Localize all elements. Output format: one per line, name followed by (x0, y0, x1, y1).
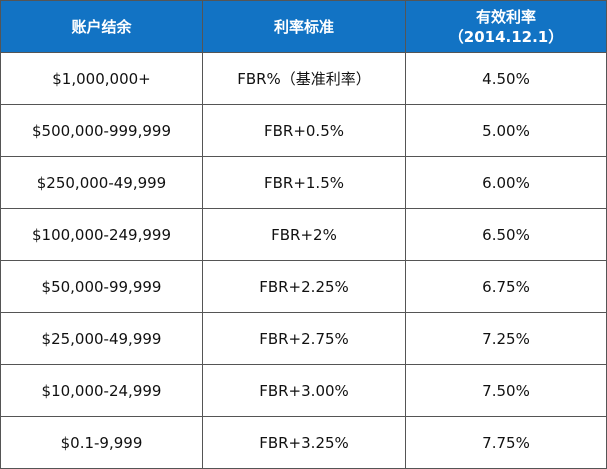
cell-effective-rate: 6.50% (405, 208, 607, 261)
cell-effective-rate: 5.00% (405, 104, 607, 157)
header-effective-rate-title: 有效利率 (475, 7, 536, 26)
cell-rate-standard: FBR+3.00% (202, 364, 406, 417)
cell-rate-standard: FBR+0.5% (202, 104, 406, 157)
cell-rate-standard: FBR+3.25% (202, 416, 406, 469)
cell-balance: $500,000-999,999 (0, 104, 203, 157)
table-row: $10,000-24,999 FBR+3.00% 7.50% (0, 364, 607, 417)
header-effective-rate: 有效利率 （2014.12.1） (405, 0, 607, 53)
table-row: $50,000-99,999 FBR+2.25% 6.75% (0, 260, 607, 313)
cell-rate-standard: FBR+2% (202, 208, 406, 261)
cell-balance: $1,000,000+ (0, 52, 203, 105)
cell-rate-standard: FBR+2.75% (202, 312, 406, 365)
table-row: $500,000-999,999 FBR+0.5% 5.00% (0, 104, 607, 157)
cell-balance: $50,000-99,999 (0, 260, 203, 313)
cell-effective-rate: 7.50% (405, 364, 607, 417)
header-rate-standard: 利率标准 (202, 0, 406, 53)
table-row: $0.1-9,999 FBR+3.25% 7.75% (0, 416, 607, 469)
table-body: $1,000,000+ FBR%（基准利率） 4.50% $500,000-99… (0, 52, 607, 469)
cell-balance: $10,000-24,999 (0, 364, 203, 417)
cell-rate-standard: FBR+1.5% (202, 156, 406, 209)
cell-rate-standard: FBR+2.25% (202, 260, 406, 313)
table-row: $1,000,000+ FBR%（基准利率） 4.50% (0, 52, 607, 105)
cell-effective-rate: 7.25% (405, 312, 607, 365)
cell-effective-rate: 6.00% (405, 156, 607, 209)
cell-balance: $25,000-49,999 (0, 312, 203, 365)
cell-balance: $100,000-249,999 (0, 208, 203, 261)
table-header: 账户结余 利率标准 有效利率 （2014.12.1） (0, 0, 607, 53)
cell-rate-standard: FBR%（基准利率） (202, 52, 406, 105)
cell-balance: $0.1-9,999 (0, 416, 203, 469)
table-row: $100,000-249,999 FBR+2% 6.50% (0, 208, 607, 261)
header-row: 账户结余 利率标准 有效利率 （2014.12.1） (0, 0, 607, 53)
header-effective-rate-date: （2014.12.1） (448, 27, 564, 46)
table-row: $25,000-49,999 FBR+2.75% 7.25% (0, 312, 607, 365)
cell-effective-rate: 7.75% (405, 416, 607, 469)
cell-effective-rate: 4.50% (405, 52, 607, 105)
table-row: $250,000-49,999 FBR+1.5% 6.00% (0, 156, 607, 209)
cell-effective-rate: 6.75% (405, 260, 607, 313)
header-balance: 账户结余 (0, 0, 203, 53)
cell-balance: $250,000-49,999 (0, 156, 203, 209)
